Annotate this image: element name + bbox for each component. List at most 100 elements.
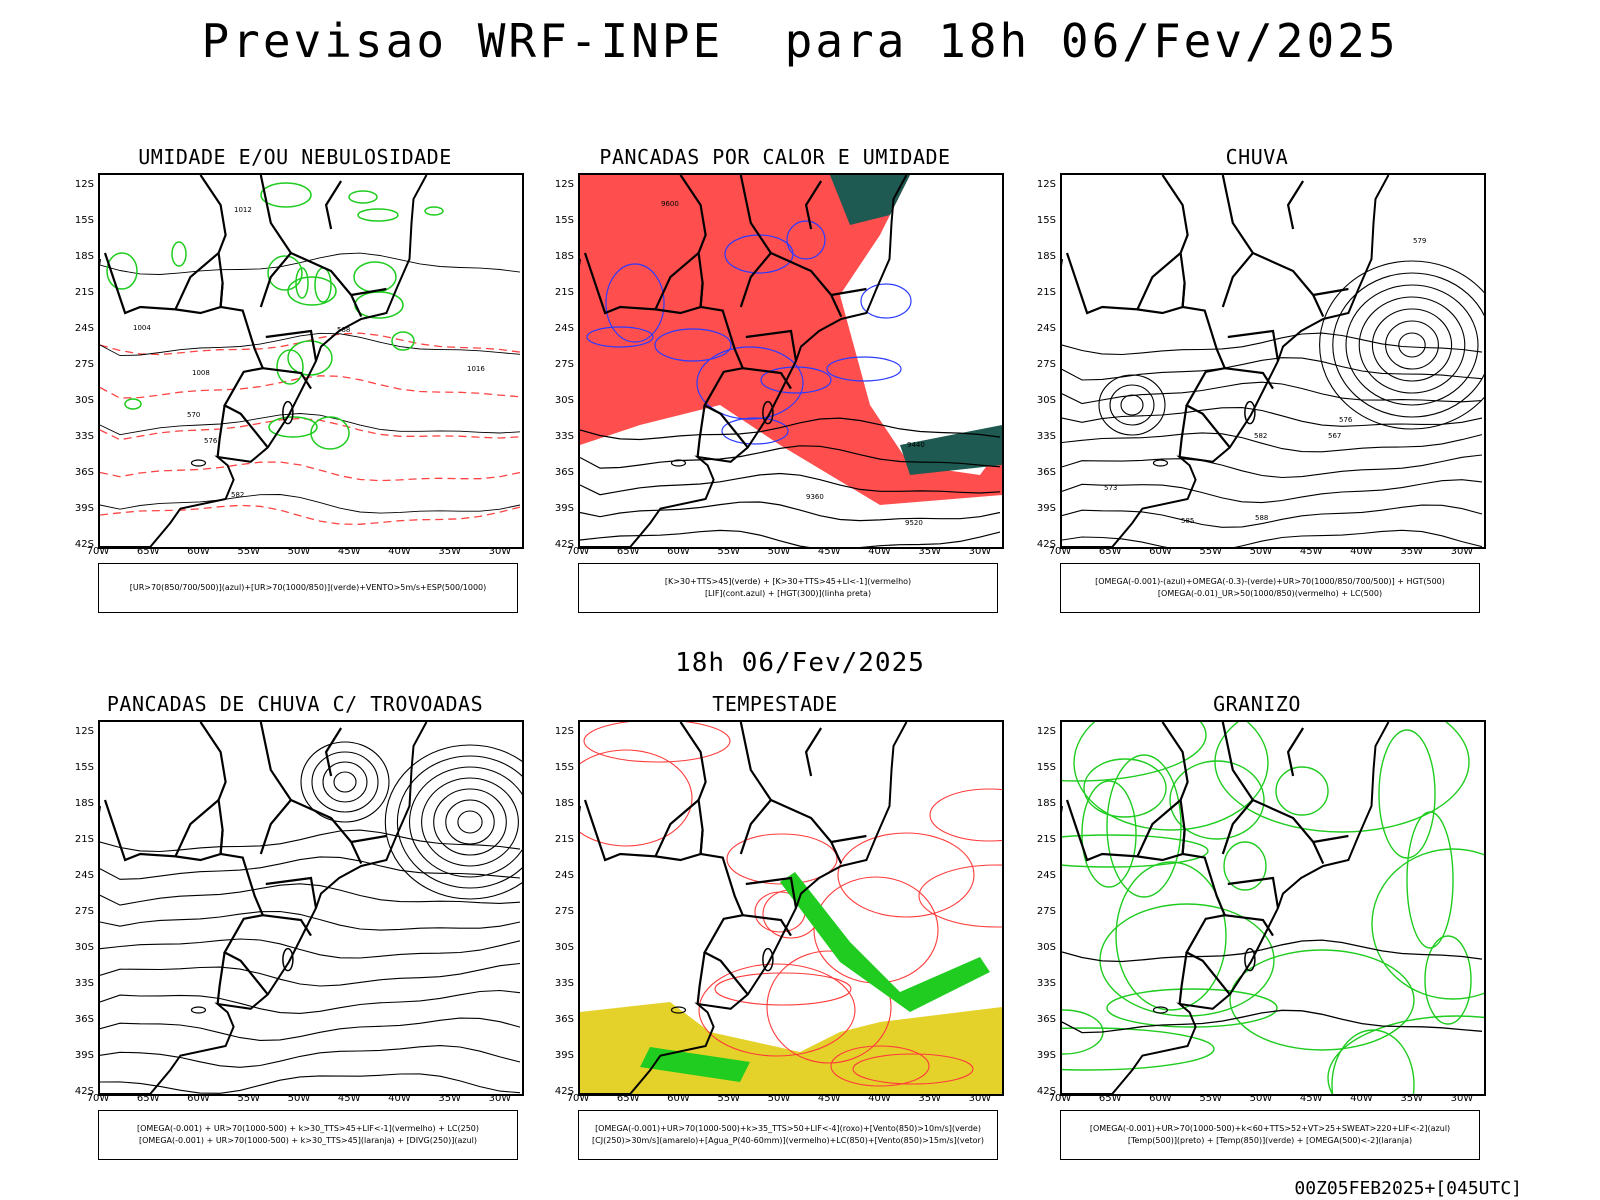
latitude-tick-label: 15S bbox=[74, 762, 94, 773]
contour-label: 567 bbox=[1328, 432, 1341, 440]
longitude-tick-label: 50W bbox=[1249, 1093, 1273, 1104]
longitude-tick-label: 30W bbox=[968, 546, 992, 557]
contour-label: 585 bbox=[1181, 517, 1194, 525]
longitude-tick-label: 60W bbox=[1149, 546, 1172, 557]
legend-line: [Temp(500)](preto) + [Temp(850)](verde) … bbox=[1127, 1136, 1413, 1145]
contour-label: 1004 bbox=[133, 324, 151, 332]
latitude-tick-label: 24S bbox=[1036, 870, 1056, 881]
latitude-tick-label: 15S bbox=[74, 215, 94, 226]
contour-label: 570 bbox=[187, 411, 200, 419]
panel-legend: [OMEGA(-0.001)+UR>70(1000-500)+k<60+TTS>… bbox=[1060, 1110, 1480, 1160]
latitude-tick-label: 30S bbox=[1036, 942, 1056, 953]
latitude-tick-label: 24S bbox=[74, 870, 94, 881]
legend-line: [CJ(250)>30m/s](amarelo)+[Agua_P(40-60mm… bbox=[592, 1136, 984, 1145]
latitude-tick-label: 18S bbox=[554, 251, 574, 262]
contour-label: 9440 bbox=[907, 441, 925, 449]
longitude-tick-label: 70W bbox=[566, 1093, 590, 1104]
latitude-tick-label: 39S bbox=[74, 503, 94, 514]
latitude-tick-label: 21S bbox=[554, 834, 574, 845]
latitude-tick-label: 21S bbox=[74, 287, 94, 298]
longitude-tick-label: 55W bbox=[717, 546, 741, 557]
longitude-tick-label: 40W bbox=[868, 546, 891, 557]
panel-legend: [OMEGA(-0.001) + UR>70(1000-500) + k>30_… bbox=[98, 1110, 518, 1160]
panel-title: CHUVA bbox=[1225, 145, 1289, 169]
longitude-tick-label: 65W bbox=[1098, 546, 1122, 557]
longitude-tick-label: 45W bbox=[337, 546, 361, 557]
legend-line: [UR>70(850/700/500)](azul)+[UR>70(1000/8… bbox=[129, 583, 487, 592]
latitude-tick-label: 21S bbox=[1036, 287, 1056, 298]
latitude-tick-label: 33S bbox=[74, 431, 94, 442]
latitude-tick-label: 42S bbox=[74, 539, 94, 550]
latitude-tick-label: 24S bbox=[554, 323, 574, 334]
latitude-tick-label: 30S bbox=[554, 395, 574, 406]
contour-label: 1012 bbox=[234, 206, 252, 214]
longitude-tick-label: 40W bbox=[1350, 1093, 1373, 1104]
latitude-tick-label: 36S bbox=[1036, 1014, 1056, 1025]
latitude-tick-label: 27S bbox=[554, 359, 574, 370]
longitude-tick-label: 60W bbox=[667, 1093, 690, 1104]
latitude-tick-label: 12S bbox=[554, 726, 574, 737]
longitude-tick-label: 35W bbox=[1400, 1093, 1423, 1104]
latitude-tick-label: 30S bbox=[74, 942, 94, 953]
longitude-tick-label: 65W bbox=[136, 1093, 160, 1104]
map-area: 1008 1012 1016 1004 570 576 582 588 bbox=[98, 173, 524, 549]
legend-line: [OMEGA(-0.01)_UR>50(1000/850)(vermelho) … bbox=[1157, 589, 1383, 598]
latitude-tick-label: 27S bbox=[74, 906, 94, 917]
longitude-tick-label: 65W bbox=[616, 1093, 640, 1104]
contour-label: 582 bbox=[231, 491, 244, 499]
latitude-tick-label: 30S bbox=[554, 942, 574, 953]
map-area bbox=[98, 720, 524, 1096]
longitude-tick-label: 40W bbox=[388, 1093, 411, 1104]
latitude-tick-label: 18S bbox=[1036, 798, 1056, 809]
longitude-tick-label: 30W bbox=[488, 1093, 512, 1104]
latitude-tick-label: 36S bbox=[74, 1014, 94, 1025]
longitude-tick-label: 35W bbox=[438, 1093, 461, 1104]
latitude-tick-label: 30S bbox=[1036, 395, 1056, 406]
longitude-tick-label: 70W bbox=[566, 546, 590, 557]
longitude-tick-label: 55W bbox=[1199, 1093, 1223, 1104]
panel-legend: [OMEGA(-0.001)-(azul)+OMEGA(-0.3)-(verde… bbox=[1060, 563, 1480, 613]
contour-label: 579 bbox=[1413, 237, 1426, 245]
weather-map bbox=[100, 722, 522, 1094]
latitude-tick-label: 39S bbox=[1036, 503, 1056, 514]
longitude-tick-label: 45W bbox=[817, 546, 841, 557]
longitude-tick-label: 50W bbox=[287, 546, 311, 557]
longitude-tick-label: 40W bbox=[1350, 546, 1373, 557]
weather-map: 582 585 588 579 576 573 567 bbox=[1062, 175, 1484, 547]
legend-line: [OMEGA(-0.001)+UR>70(1000-500)+k<60+TTS>… bbox=[1089, 1124, 1451, 1133]
longitude-tick-label: 60W bbox=[1149, 1093, 1172, 1104]
legend-line: [OMEGA(-0.001) + UR>70(1000-500) + k>30_… bbox=[138, 1136, 478, 1145]
latitude-tick-label: 21S bbox=[1036, 834, 1056, 845]
longitude-tick-label: 70W bbox=[86, 546, 110, 557]
legend-line: [LIF](cont.azul) + [HGT(300)](linha pret… bbox=[704, 589, 872, 598]
longitude-tick-label: 60W bbox=[667, 546, 690, 557]
map-panel-moisture: UMIDADE E/OU NEBULOSIDADE 12S 15S 18S 21S 24S… bbox=[60, 145, 530, 625]
longitude-tick-label: 65W bbox=[616, 546, 640, 557]
longitude-tick-label: 35W bbox=[918, 1093, 941, 1104]
latitude-tick-label: 33S bbox=[1036, 431, 1056, 442]
latitude-tick-label: 15S bbox=[1036, 762, 1056, 773]
latitude-tick-label: 24S bbox=[554, 870, 574, 881]
longitude-tick-label: 65W bbox=[1098, 1093, 1122, 1104]
map-area bbox=[578, 720, 1004, 1096]
latitude-tick-label: 33S bbox=[1036, 978, 1056, 989]
latitude-tick-label: 12S bbox=[74, 726, 94, 737]
longitude-tick-label: 45W bbox=[1299, 1093, 1323, 1104]
legend-line: [K>30+TTS>45](verde) + [K>30+TTS>45+LI<-… bbox=[664, 577, 912, 586]
latitude-tick-label: 42S bbox=[74, 1086, 94, 1097]
longitude-tick-label: 50W bbox=[1249, 546, 1273, 557]
latitude-tick-label: 18S bbox=[74, 798, 94, 809]
map-panel-hail: GRANIZO 12S 15S 18S 21S 24S 27S 30S 33S 36S 39S 42S… bbox=[1022, 692, 1492, 1172]
longitude-tick-label: 70W bbox=[1048, 546, 1072, 557]
latitude-tick-label: 42S bbox=[554, 1086, 574, 1097]
longitude-tick-label: 50W bbox=[767, 1093, 791, 1104]
latitude-tick-label: 33S bbox=[74, 978, 94, 989]
latitude-tick-label: 27S bbox=[554, 906, 574, 917]
latitude-tick-label: 18S bbox=[554, 798, 574, 809]
latitude-tick-label: 36S bbox=[554, 1014, 574, 1025]
latitude-tick-label: 42S bbox=[1036, 539, 1056, 550]
panel-legend: [OMEGA(-0.001)+UR>70(1000-500)+k>35_TTS>… bbox=[578, 1110, 998, 1160]
longitude-tick-label: 45W bbox=[1299, 546, 1323, 557]
latitude-tick-label: 21S bbox=[554, 287, 574, 298]
latitude-tick-label: 39S bbox=[554, 503, 574, 514]
